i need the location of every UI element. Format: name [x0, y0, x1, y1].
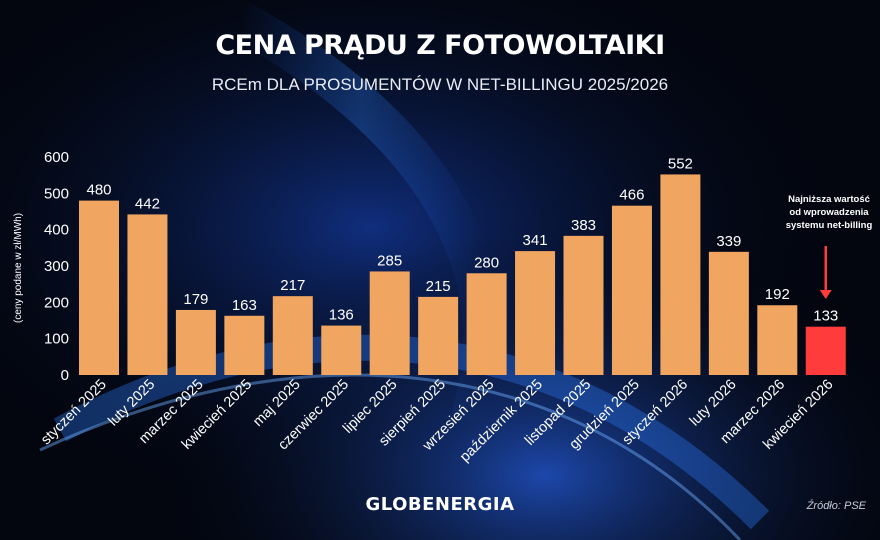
chart-title: CENA PRĄDU Z FOTOWOLTAIKI [215, 30, 665, 61]
bar-value-label: 480 [86, 182, 111, 199]
bar-value-label: 341 [523, 232, 548, 249]
bar-value-label: 442 [135, 195, 160, 212]
bar-value-label: 215 [426, 278, 451, 295]
annotation-text: od wprowadzenia [789, 207, 869, 218]
bar [224, 315, 265, 375]
bar [563, 235, 604, 375]
bar [418, 296, 459, 375]
bar [79, 200, 119, 375]
bars: 480 442 179 163 217 136 285 215 280 341 383 466 552 3… [79, 155, 846, 375]
bar-value-label: 163 [232, 297, 257, 314]
bar [272, 296, 313, 375]
y-tick-label: 300 [44, 258, 69, 275]
bar-value-label: 339 [716, 233, 741, 250]
bar [708, 251, 749, 375]
bar-value-label: 466 [619, 187, 644, 204]
y-axis-ticks: 0 100 200 300 400 500 600 [44, 149, 69, 384]
annotation-text: Najniższa wartość [788, 194, 870, 205]
bar [321, 325, 362, 375]
y-tick-label: 500 [44, 185, 69, 202]
bar [611, 205, 652, 375]
bar [660, 174, 701, 375]
brand-logo: GLOBENERGIA [365, 494, 515, 515]
y-axis-label: (ceny podane w zł/MWh) [13, 213, 24, 323]
bar [466, 273, 507, 375]
bar [757, 305, 798, 375]
y-tick-label: 200 [44, 294, 69, 311]
bar-value-label: 280 [474, 254, 499, 271]
annotation-text: systemu net-billing [786, 220, 873, 231]
bar-value-label: 192 [765, 286, 790, 303]
bar [369, 271, 410, 375]
bar-value-label: 179 [183, 291, 208, 308]
bar [515, 251, 556, 375]
source-note: Źródło: PSE [806, 500, 866, 512]
bar-value-label: 383 [571, 217, 596, 234]
bar-value-label: 217 [280, 277, 305, 294]
bar [175, 309, 216, 375]
bar-value-label: 133 [813, 308, 838, 325]
chart-subtitle: RCEm DLA PROSUMENTÓW W NET-BILLINGU 2025… [211, 75, 669, 94]
y-tick-label: 100 [44, 331, 69, 348]
y-tick-label: 400 [44, 222, 69, 239]
y-tick-label: 600 [44, 149, 69, 166]
bar-highlight [805, 326, 846, 375]
x-tick-label: styczeń 2025 [38, 377, 110, 449]
y-tick-label: 0 [61, 367, 69, 384]
annotation: Najniższa wartość od wprowadzenia systemu … [786, 194, 873, 299]
bar-value-label: 136 [329, 307, 354, 324]
x-tick-label: październik 2025 [457, 377, 546, 466]
annotation-arrow-head [819, 290, 832, 299]
bar [127, 214, 168, 375]
bar-value-label: 285 [377, 252, 402, 269]
bar-value-label: 552 [668, 155, 693, 172]
